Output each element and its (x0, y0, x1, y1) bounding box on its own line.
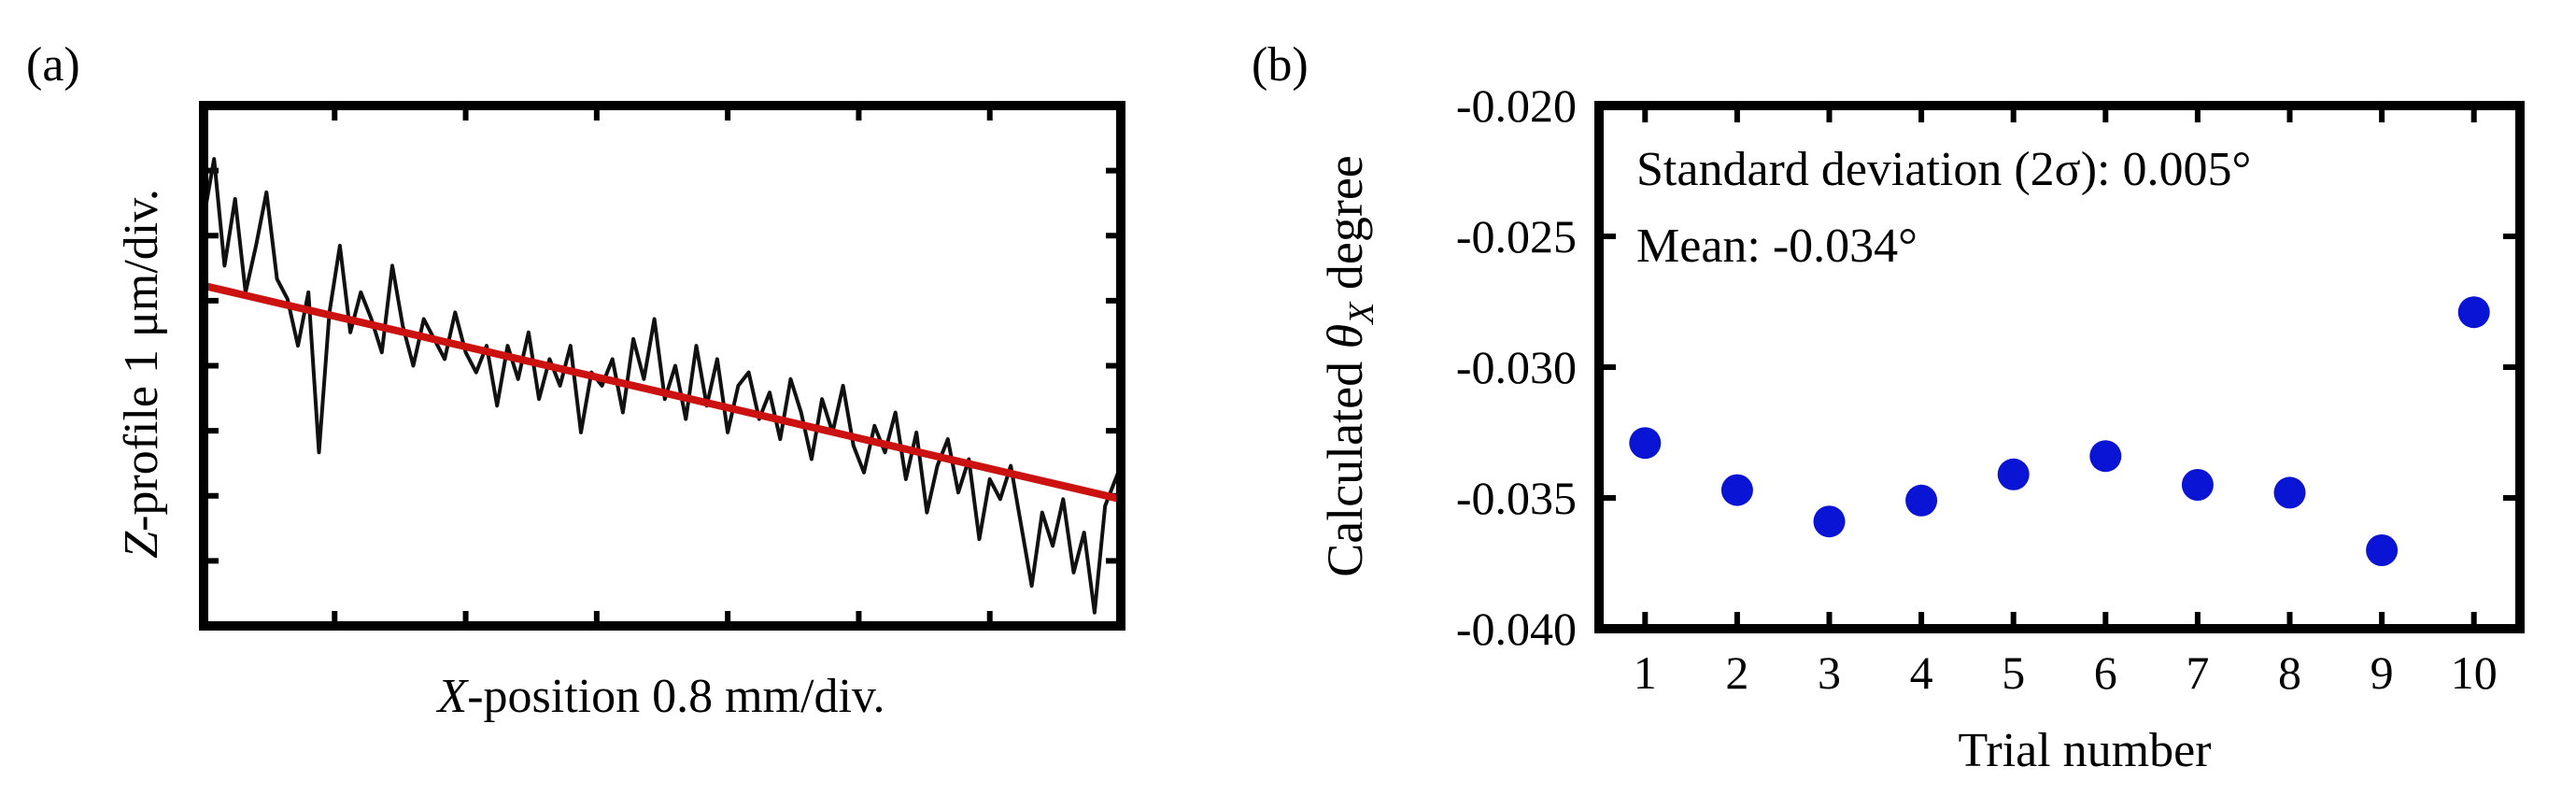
panel-a-x-axis-text: -position 0.8 mm/div. (467, 670, 885, 723)
panel-a-label: (a) (26, 38, 80, 92)
panel-a-x-axis-variable: X (435, 670, 469, 723)
panel-a-x-axis-label: X-position 0.8 mm/div. (435, 670, 885, 723)
panel-b-data-point (1720, 474, 1753, 506)
panel-b-data-point (2089, 440, 2122, 473)
panel-b-x-tick-label: 5 (2002, 646, 2025, 699)
panel-b-y-axis-theta: θ (1317, 324, 1373, 349)
panel-b-data-point (2273, 476, 2306, 509)
panel-b-annotation-std: Standard deviation (2σ): 0.005° (1636, 143, 2251, 196)
panel-b-data-point (2457, 296, 2490, 329)
panel-a-y-axis-variable: Z (115, 531, 168, 559)
panel-b-x-axis-label: Trial number (1958, 724, 2211, 777)
panel-b-y-axis-label: Calculated θX degree (1317, 155, 1381, 577)
panel-b-data-point (1905, 484, 1938, 517)
panel-a-profile-line (202, 157, 1123, 615)
panel-b-data-point (2366, 534, 2399, 566)
panel-b-y-tick-label: -0.030 (1456, 341, 1577, 393)
panel-b-x-tick-label: 8 (2278, 646, 2301, 699)
panel-a-y-axis-text: -profile 1 μm/div. (115, 189, 168, 532)
panel-b-y-axis-subscript: X (1342, 301, 1381, 326)
panel-b-data-point (1629, 427, 1662, 460)
panel-b-x-tick-label: 2 (1725, 646, 1748, 699)
panel-b: (b) Calculated θX degree Trial number -0… (1252, 38, 2525, 777)
panel-b-x-tick-label: 9 (2371, 646, 2394, 699)
panel-a: (a) Z-profile 1 μm/div. X-position 0.8 m… (26, 38, 1125, 723)
panel-b-data-point (1813, 505, 1846, 538)
panel-b-tick-labels: -0.020 -0.025 -0.030 -0.035 -0.040 1 2 3 4 5 6 7 8 9 1… (1456, 79, 2498, 699)
panel-b-y-tick-label: -0.035 (1456, 472, 1577, 524)
panel-b-y-axis-suffix: degree (1317, 155, 1373, 302)
panel-b-x-tick-label: 4 (1910, 646, 1933, 699)
panel-b-y-tick-label: -0.040 (1456, 603, 1577, 655)
panel-b-x-tick-label: 1 (1634, 646, 1657, 699)
panel-b-frame (1594, 101, 2525, 633)
panel-b-y-tick-label: -0.025 (1456, 210, 1577, 263)
panel-b-data-point (2181, 469, 2214, 501)
panel-b-x-tick-label: 3 (1818, 646, 1841, 699)
panel-b-data-point (1997, 458, 2030, 490)
panel-b-y-tick-label: -0.020 (1456, 79, 1577, 132)
panel-a-fit-line (203, 281, 1122, 504)
panel-b-label: (b) (1252, 38, 1309, 92)
panel-b-data-points (1629, 296, 2490, 566)
panel-b-x-tick-label: 10 (2451, 646, 2498, 699)
panel-b-annotation-mean: Mean: -0.034° (1636, 220, 1918, 273)
panel-b-x-tick-label: 7 (2186, 646, 2209, 699)
panel-a-y-axis-label: Z-profile 1 μm/div. (115, 189, 168, 559)
panel-a-frame (199, 101, 1125, 631)
panel-b-x-tick-label: 6 (2094, 646, 2117, 699)
panel-a-plot-area (202, 157, 1123, 615)
panel-b-y-axis-prefix: Calculated (1317, 348, 1373, 576)
